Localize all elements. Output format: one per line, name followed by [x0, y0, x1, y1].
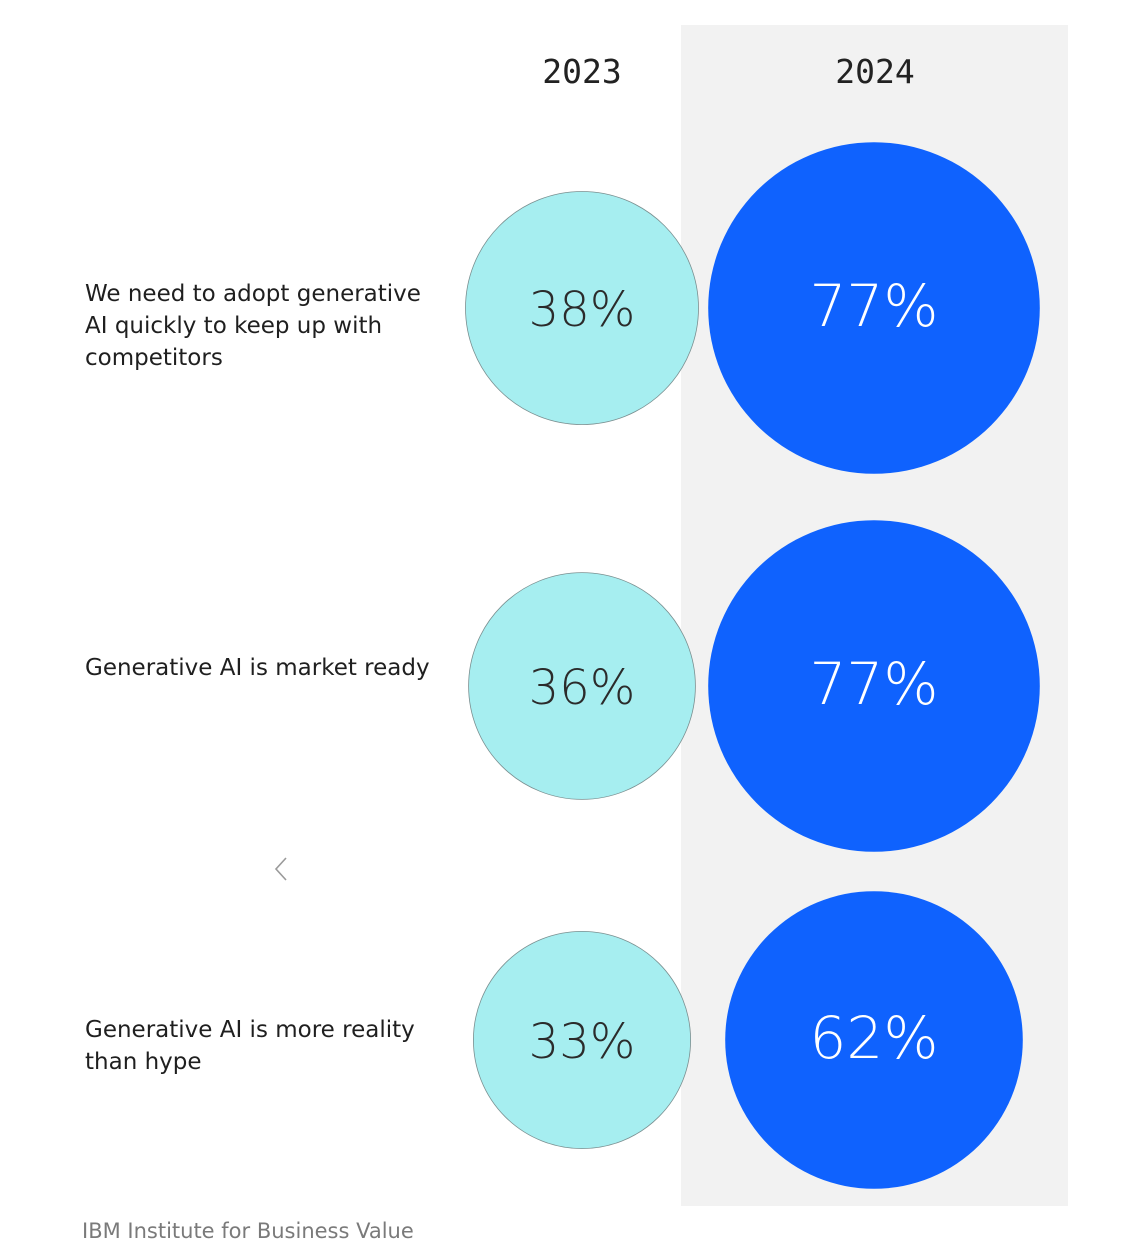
chevron-left-icon[interactable] [268, 852, 298, 886]
row-label-market-ready: Generative AI is market ready [85, 655, 430, 681]
bubble-circle-2023-1 [465, 191, 699, 425]
column-header-2023: 2023 [542, 52, 622, 91]
row-label-reality-vs-hype: Generative AI is more reality than hype [85, 1017, 415, 1075]
source-note: IBM Institute for Business Value [82, 1219, 414, 1243]
row-label-adopt-quickly: We need to adopt generative AI quickly t… [85, 281, 421, 371]
bubble-label-2023-1: 38% [529, 282, 636, 338]
bubble-circle-2023-3 [472, 931, 691, 1150]
bubble-2023-row-1: 38% [465, 191, 699, 425]
bubble-2023-row-2: 36% [468, 572, 696, 800]
bubble-2023-row-3: 33% [472, 931, 691, 1150]
column-header-2024: 2024 [835, 52, 915, 91]
bubble-circle-2023-2 [468, 572, 696, 800]
bubble-label-2023-2: 36% [529, 660, 636, 716]
bubble-label-2023-3: 33% [529, 1014, 636, 1070]
highlight-panel-2024 [681, 25, 1068, 1206]
